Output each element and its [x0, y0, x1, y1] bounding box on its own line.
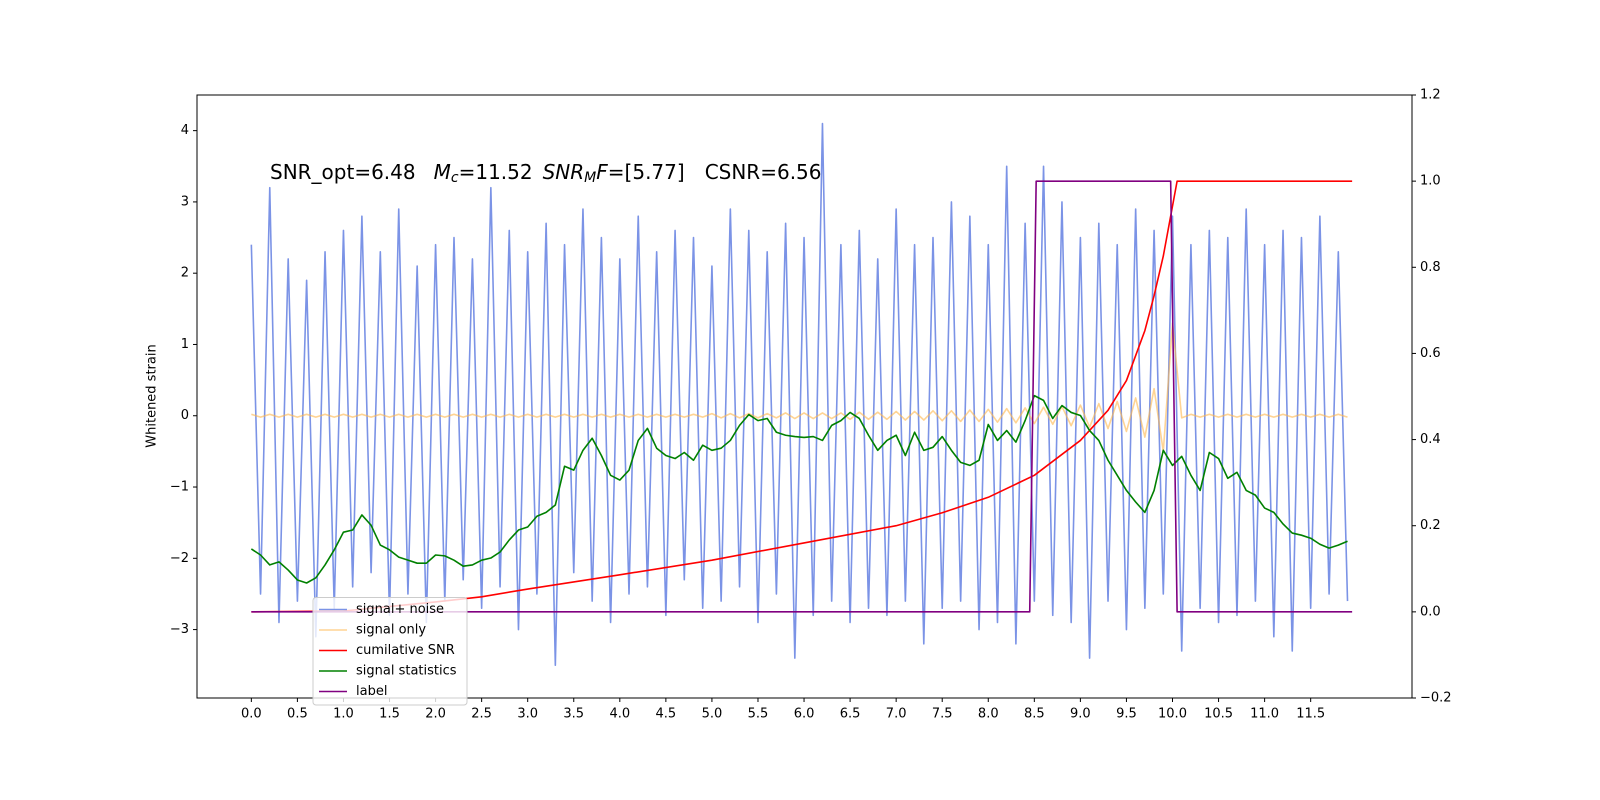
y2-tick-label: 0.4: [1420, 432, 1441, 447]
x-tick-label: 1.0: [333, 707, 354, 722]
x-tick-label: 2.5: [471, 707, 492, 722]
y-tick-label: 1: [181, 337, 189, 352]
x-tick-label: 6.0: [794, 707, 815, 722]
plot-area: [250, 122, 1353, 667]
x-tick-label: 9.5: [1116, 707, 1137, 722]
x-tick-label: 1.5: [379, 707, 400, 722]
x-tick-label: 3.5: [563, 707, 584, 722]
annotation-part: F: [596, 160, 608, 184]
y2-tick-label: −0.2: [1420, 691, 1452, 706]
x-tick-label: 10.0: [1158, 707, 1187, 722]
y2-tick-label: 1.2: [1420, 88, 1441, 103]
x-tick-label: 5.0: [702, 707, 723, 722]
legend-label: signal+ noise: [356, 602, 444, 617]
x-tick-label: 7.0: [886, 707, 907, 722]
x-tick-label: 6.5: [840, 707, 861, 722]
x-tick-label: 8.0: [978, 707, 999, 722]
series-line: [251, 180, 1353, 613]
y-tick-label: 0: [181, 408, 189, 423]
series-line: [250, 122, 1349, 667]
y-tick-label: 3: [181, 194, 189, 209]
series-line: [251, 322, 1348, 453]
annotation-part: c: [451, 170, 459, 186]
x-tick-label: 11.0: [1250, 707, 1279, 722]
legend-box: [312, 597, 468, 706]
annotation-part: =11.52: [459, 160, 533, 184]
annotation-part: CSNR=6.56: [705, 160, 822, 184]
y-tick-label: −3: [170, 622, 189, 637]
x-tick-label: 9.0: [1070, 707, 1091, 722]
y-axis-label: Whitened strain: [145, 344, 160, 447]
y2-tick-label: 0.8: [1420, 260, 1441, 275]
annotation-part: SNR_opt=6.48: [270, 160, 416, 184]
x-tick-label: 7.5: [932, 707, 953, 722]
y2-tick-label: 0.0: [1420, 604, 1441, 619]
annotation-part: M: [434, 160, 451, 184]
annotation-part: SNR: [543, 160, 585, 184]
annotation: SNR_opt=6.48 Mc=11.52 SNRMF=[5.77] CSNR=6.5…: [270, 160, 822, 187]
y2-tick-label: 0.2: [1420, 518, 1441, 533]
legend-label: label: [356, 684, 387, 699]
y-tick-label: −2: [170, 551, 189, 566]
x-tick-label: 5.5: [748, 707, 769, 722]
x-tick-label: 4.0: [609, 707, 630, 722]
series-line: [251, 180, 1353, 613]
x-tick-label: 11.5: [1296, 707, 1325, 722]
y2-tick-label: 1.0: [1420, 174, 1441, 189]
x-tick-label: 0.5: [287, 707, 308, 722]
annotation-part: M: [584, 170, 596, 186]
x-tick-label: 8.5: [1024, 707, 1045, 722]
annotation-part: =[5.77]: [608, 160, 685, 184]
y-tick-label: 4: [181, 123, 189, 138]
x-tick-label: 3.0: [517, 707, 538, 722]
series-line: [250, 394, 1348, 584]
x-tick-label: 2.0: [425, 707, 446, 722]
legend-label: cumilative SNR: [356, 643, 455, 658]
x-tick-label: 10.5: [1204, 707, 1233, 722]
x-tick-label: 0.0: [241, 707, 262, 722]
legend-label: signal only: [356, 623, 426, 638]
y2-tick-label: 0.6: [1420, 346, 1441, 361]
y-tick-label: 2: [181, 266, 189, 281]
legend-label: signal statistics: [356, 664, 457, 679]
y-tick-label: −1: [170, 480, 189, 495]
x-tick-label: 4.5: [656, 707, 677, 722]
